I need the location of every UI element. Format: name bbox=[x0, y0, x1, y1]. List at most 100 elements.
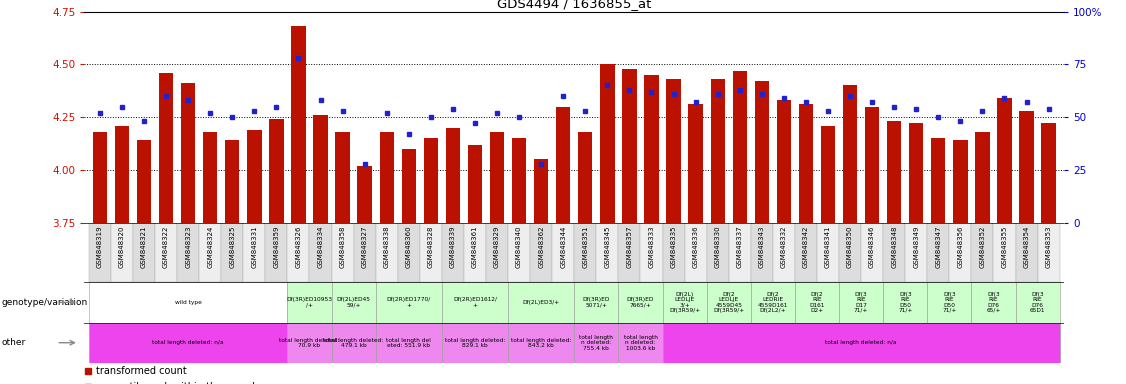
Text: GSM848325: GSM848325 bbox=[230, 226, 235, 268]
Text: Df(3
RIE
D76
65D1: Df(3 RIE D76 65D1 bbox=[1030, 292, 1045, 313]
Bar bbox=[618, 323, 662, 363]
Bar bbox=[623, 68, 636, 223]
Text: GSM848346: GSM848346 bbox=[869, 226, 875, 268]
Text: Df(2R)ED1612/
+: Df(2R)ED1612/ + bbox=[453, 297, 497, 308]
Bar bbox=[998, 98, 1011, 223]
Text: Df(2L)
LEDLJE
3/+
Df(3R59/+: Df(2L) LEDLJE 3/+ Df(3R59/+ bbox=[669, 292, 700, 313]
Text: Df(3
RIE
D76
65/+: Df(3 RIE D76 65/+ bbox=[986, 292, 1001, 313]
Bar bbox=[600, 64, 615, 223]
Text: GSM848360: GSM848360 bbox=[405, 226, 412, 268]
Bar bbox=[331, 223, 354, 282]
Text: GSM848335: GSM848335 bbox=[671, 226, 677, 268]
Bar bbox=[313, 115, 328, 223]
Text: GSM848331: GSM848331 bbox=[251, 226, 258, 268]
Text: GSM848330: GSM848330 bbox=[715, 226, 721, 268]
Bar bbox=[402, 149, 415, 223]
Bar bbox=[376, 223, 397, 282]
Bar bbox=[397, 223, 420, 282]
Text: GSM848347: GSM848347 bbox=[936, 226, 941, 268]
Bar bbox=[754, 81, 769, 223]
Text: GSM848334: GSM848334 bbox=[318, 226, 323, 268]
Title: GDS4494 / 1636855_at: GDS4494 / 1636855_at bbox=[497, 0, 652, 10]
Bar bbox=[817, 223, 839, 282]
Bar bbox=[909, 124, 923, 223]
Bar bbox=[137, 141, 151, 223]
Bar bbox=[552, 223, 574, 282]
Bar bbox=[133, 223, 155, 282]
Text: Df(2
LEDLJE
4559D45
Df(3R59/+: Df(2 LEDLJE 4559D45 Df(3R59/+ bbox=[713, 292, 744, 313]
Bar bbox=[574, 282, 618, 323]
Bar bbox=[243, 223, 266, 282]
Text: GSM848348: GSM848348 bbox=[891, 226, 897, 268]
Bar bbox=[795, 282, 839, 323]
Bar bbox=[376, 282, 441, 323]
Bar bbox=[644, 75, 659, 223]
Bar bbox=[181, 83, 195, 223]
Bar bbox=[688, 104, 703, 223]
Bar bbox=[530, 223, 552, 282]
Text: GSM848326: GSM848326 bbox=[295, 226, 302, 268]
Bar bbox=[662, 223, 685, 282]
Text: transformed count: transformed count bbox=[96, 366, 187, 376]
Bar bbox=[266, 223, 287, 282]
Bar bbox=[203, 132, 217, 223]
Bar bbox=[574, 223, 597, 282]
Text: GSM848329: GSM848329 bbox=[494, 226, 500, 268]
Bar bbox=[883, 282, 928, 323]
Bar bbox=[177, 223, 199, 282]
Text: GSM848328: GSM848328 bbox=[428, 226, 434, 268]
Bar bbox=[379, 132, 394, 223]
Text: GSM848345: GSM848345 bbox=[605, 226, 610, 268]
Bar bbox=[357, 166, 372, 223]
Bar bbox=[865, 107, 879, 223]
Bar bbox=[420, 223, 441, 282]
Text: GSM848324: GSM848324 bbox=[207, 226, 213, 268]
Bar bbox=[839, 282, 883, 323]
Bar bbox=[292, 26, 305, 223]
Bar bbox=[331, 282, 376, 323]
Bar bbox=[423, 138, 438, 223]
Text: GSM848319: GSM848319 bbox=[97, 226, 102, 268]
Text: total length deleted:
70.9 kb: total length deleted: 70.9 kb bbox=[279, 338, 340, 348]
Bar bbox=[662, 282, 707, 323]
Bar bbox=[354, 223, 376, 282]
Bar bbox=[597, 223, 618, 282]
Bar bbox=[467, 145, 482, 223]
Text: GSM848355: GSM848355 bbox=[1001, 226, 1008, 268]
Text: Df(2
LEDRIE
4559D161
Df(2L2/+: Df(2 LEDRIE 4559D161 Df(2L2/+ bbox=[758, 292, 788, 313]
Bar bbox=[729, 223, 751, 282]
Text: GSM848323: GSM848323 bbox=[185, 226, 191, 268]
Bar bbox=[707, 223, 729, 282]
Text: total length
n deleted:
755.4 kb: total length n deleted: 755.4 kb bbox=[580, 335, 614, 351]
Bar bbox=[1016, 282, 1060, 323]
Text: GSM848358: GSM848358 bbox=[340, 226, 346, 268]
Bar bbox=[89, 282, 287, 323]
Bar bbox=[1016, 223, 1037, 282]
Bar bbox=[486, 223, 508, 282]
Text: GSM848321: GSM848321 bbox=[141, 226, 148, 268]
Bar bbox=[578, 132, 592, 223]
Bar bbox=[1019, 111, 1034, 223]
Bar bbox=[446, 127, 461, 223]
Text: Df(3R)ED10953
/+: Df(3R)ED10953 /+ bbox=[286, 297, 332, 308]
Bar bbox=[733, 71, 747, 223]
Bar bbox=[155, 223, 177, 282]
Text: GSM848354: GSM848354 bbox=[1024, 226, 1029, 268]
Text: GSM848336: GSM848336 bbox=[692, 226, 698, 268]
Text: Df(2L)ED3/+: Df(2L)ED3/+ bbox=[522, 300, 560, 305]
Bar bbox=[931, 138, 946, 223]
Text: GSM848362: GSM848362 bbox=[538, 226, 544, 268]
Bar bbox=[248, 130, 261, 223]
Bar bbox=[331, 323, 376, 363]
Text: GSM848338: GSM848338 bbox=[384, 226, 390, 268]
Bar bbox=[685, 223, 707, 282]
Text: GSM848350: GSM848350 bbox=[847, 226, 854, 268]
Bar bbox=[287, 223, 310, 282]
Bar bbox=[843, 85, 857, 223]
Bar bbox=[751, 223, 772, 282]
Bar bbox=[667, 79, 681, 223]
Bar bbox=[221, 223, 243, 282]
Bar bbox=[441, 223, 464, 282]
Text: GSM848361: GSM848361 bbox=[472, 226, 477, 268]
Bar bbox=[711, 79, 725, 223]
